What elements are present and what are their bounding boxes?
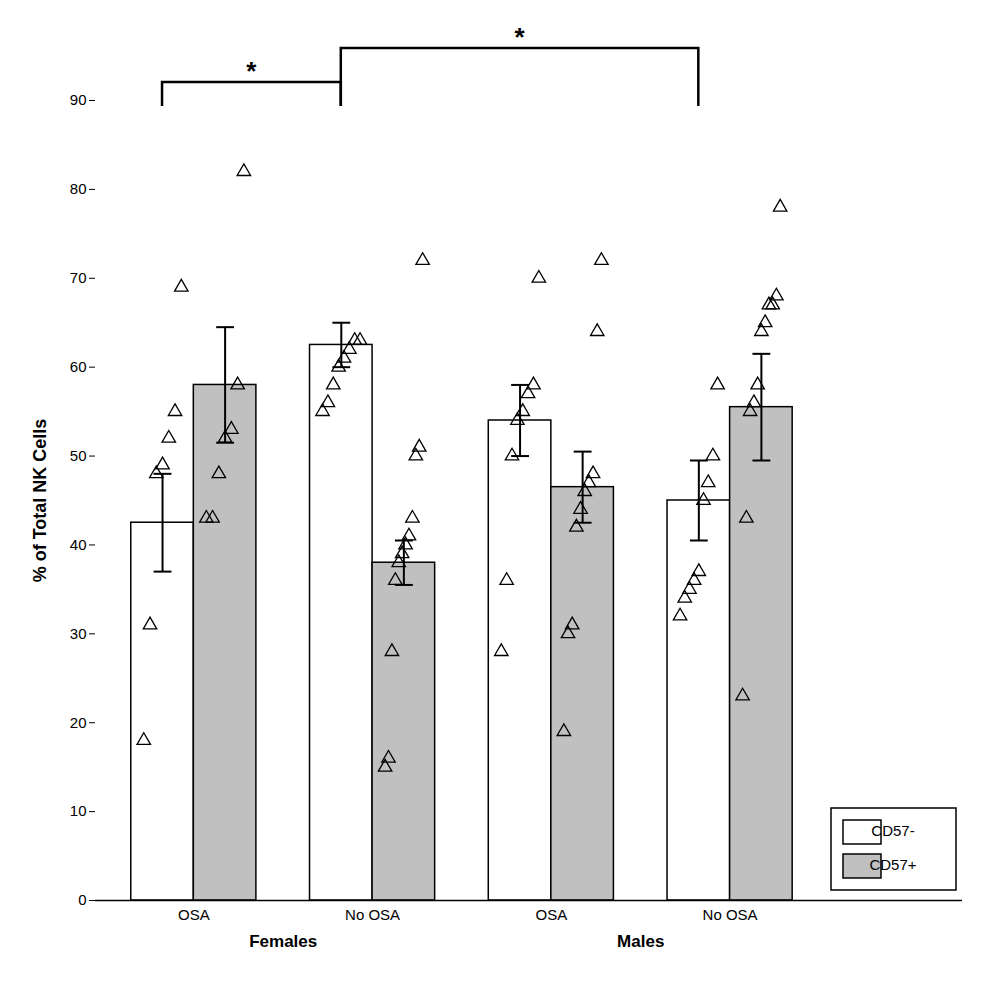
svg-text:OSA: OSA: [536, 906, 568, 923]
svg-text:No OSA: No OSA: [345, 906, 400, 923]
svg-text:80: 80: [70, 180, 87, 197]
svg-text:30: 30: [70, 625, 87, 642]
svg-text:CD57-: CD57-: [871, 822, 914, 839]
svg-text:50: 50: [70, 447, 87, 464]
svg-text:40: 40: [70, 536, 87, 553]
svg-text:Females: Females: [249, 932, 317, 951]
svg-text:% of Total NK Cells: % of Total NK Cells: [30, 419, 50, 583]
svg-text:OSA: OSA: [178, 906, 210, 923]
svg-text:*: *: [246, 56, 257, 86]
svg-text:0: 0: [78, 891, 86, 908]
svg-text:CD57+: CD57+: [869, 856, 916, 873]
svg-text:Males: Males: [617, 932, 664, 951]
svg-text:60: 60: [70, 358, 87, 375]
svg-text:90: 90: [70, 91, 87, 108]
svg-text:*: *: [514, 22, 525, 52]
svg-text:No OSA: No OSA: [703, 906, 758, 923]
svg-text:70: 70: [70, 269, 87, 286]
svg-text:20: 20: [70, 714, 87, 731]
svg-text:10: 10: [70, 802, 87, 819]
